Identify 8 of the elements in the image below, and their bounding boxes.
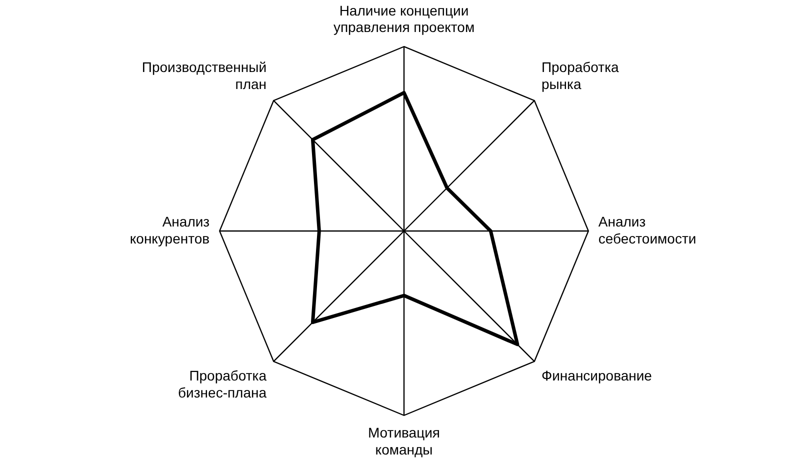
spoke-label: Производственный план	[142, 59, 267, 92]
spoke-label: Наличие концепции управления проектом	[333, 2, 475, 36]
spoke-label: Анализ себестоимости	[598, 213, 696, 246]
spoke-label: Проработка бизнес-плана	[178, 368, 267, 401]
spoke-label: Мотивация команды	[368, 424, 440, 458]
spoke-label: Финансирование	[541, 368, 652, 384]
spoke-label: Проработка рынка	[541, 59, 620, 92]
spoke-label: Анализ конкурентов	[130, 213, 210, 246]
